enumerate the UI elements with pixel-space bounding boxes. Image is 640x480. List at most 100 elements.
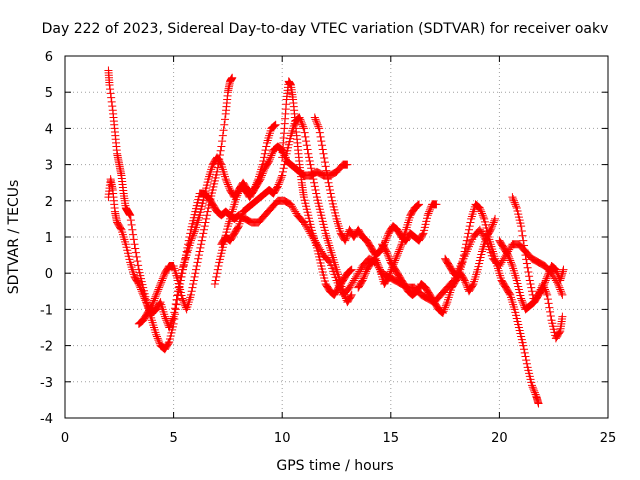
data-point xyxy=(234,187,243,196)
data-point xyxy=(234,223,243,232)
data-point xyxy=(478,209,487,218)
data-point xyxy=(373,260,382,269)
series-arc-7 xyxy=(310,113,441,260)
series-arc-10 xyxy=(441,200,543,408)
y-tick-label: 6 xyxy=(45,50,53,65)
data-point xyxy=(461,278,470,287)
data-point xyxy=(527,287,536,296)
data-point xyxy=(217,142,226,151)
data-point xyxy=(525,276,534,285)
series-arc-5 xyxy=(217,113,356,307)
data-point xyxy=(346,266,355,275)
data-point xyxy=(341,236,350,245)
data-point xyxy=(541,276,550,285)
data-point xyxy=(155,281,164,290)
data-point xyxy=(134,261,143,270)
data-point xyxy=(558,269,567,278)
data-point xyxy=(234,189,243,198)
data-point xyxy=(192,265,201,274)
data-point xyxy=(382,234,391,243)
data-point xyxy=(213,167,222,176)
data-point xyxy=(546,312,555,321)
data-point xyxy=(187,234,196,243)
data-point xyxy=(276,175,285,184)
data-point xyxy=(520,241,529,250)
data-point xyxy=(168,316,177,325)
data-point xyxy=(324,178,333,187)
data-point xyxy=(556,285,565,294)
data-point xyxy=(129,235,138,244)
data-point xyxy=(320,158,329,167)
data-point xyxy=(222,176,231,185)
data-point xyxy=(171,304,180,313)
data-point xyxy=(107,93,116,102)
data-point xyxy=(371,254,380,263)
data-point xyxy=(318,141,327,150)
data-point xyxy=(359,274,368,283)
data-point xyxy=(534,399,543,408)
data-point xyxy=(439,307,448,316)
data-point xyxy=(273,182,282,191)
data-point xyxy=(252,178,261,187)
data-point xyxy=(168,314,177,323)
data-point xyxy=(462,240,471,249)
data-point xyxy=(468,281,477,290)
data-point xyxy=(546,307,555,316)
data-point xyxy=(522,255,531,264)
data-point xyxy=(458,258,467,267)
data-point xyxy=(323,170,332,179)
data-point xyxy=(152,330,161,339)
data-point xyxy=(149,298,158,307)
data-point xyxy=(189,276,198,285)
data-point xyxy=(558,312,567,321)
data-points xyxy=(104,66,568,408)
data-point xyxy=(305,156,314,165)
data-point xyxy=(522,356,531,365)
data-point xyxy=(216,146,225,155)
data-point xyxy=(165,323,174,332)
data-point xyxy=(460,247,469,256)
data-point xyxy=(530,388,539,397)
data-point xyxy=(190,227,199,236)
data-point xyxy=(152,290,161,299)
data-point xyxy=(438,309,447,318)
data-point xyxy=(155,337,164,346)
data-point xyxy=(518,298,527,307)
data-point xyxy=(544,299,553,308)
y-tick-label: 1 xyxy=(45,231,53,246)
data-point xyxy=(504,252,513,261)
data-point xyxy=(509,196,518,205)
x-tick-label: 15 xyxy=(383,431,400,446)
data-point xyxy=(253,176,262,185)
data-point xyxy=(384,252,393,261)
data-point xyxy=(270,121,279,130)
data-point xyxy=(543,271,552,280)
data-point xyxy=(106,85,115,94)
data-point xyxy=(277,173,286,182)
data-point xyxy=(158,276,167,285)
data-point xyxy=(275,178,284,187)
data-point xyxy=(540,280,549,289)
data-point xyxy=(274,180,283,189)
data-point xyxy=(298,120,307,129)
data-point xyxy=(261,146,270,155)
data-point xyxy=(383,233,392,241)
data-point xyxy=(132,252,141,261)
data-point xyxy=(309,175,318,184)
data-point xyxy=(530,386,539,395)
data-point xyxy=(383,251,392,260)
data-point xyxy=(279,164,288,173)
data-point xyxy=(154,285,163,294)
data-point xyxy=(325,185,334,194)
data-point xyxy=(304,149,313,158)
data-point xyxy=(360,271,369,280)
data-point xyxy=(347,265,356,274)
data-point xyxy=(556,287,565,296)
data-point xyxy=(299,124,308,133)
data-point xyxy=(418,230,427,239)
data-point xyxy=(317,137,326,146)
data-point xyxy=(432,200,441,209)
data-point xyxy=(441,301,450,310)
data-point xyxy=(539,281,548,290)
data-point xyxy=(106,89,115,98)
